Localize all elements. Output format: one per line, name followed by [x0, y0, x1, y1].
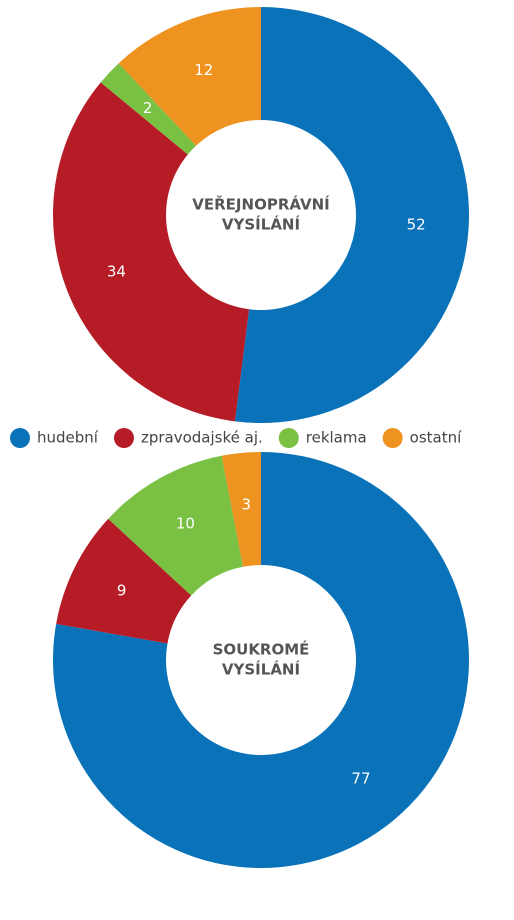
data-label: 77: [351, 770, 370, 788]
center-label: SOUKROMÉ: [213, 640, 310, 659]
legend-label: zpravodajské aj.: [141, 429, 263, 447]
data-label: 2: [143, 99, 153, 117]
legend-marker: [10, 428, 30, 448]
donut-segment: [52, 82, 250, 422]
donut-segment: [56, 518, 192, 644]
donut-segment: [100, 63, 196, 155]
donut-segment: [118, 7, 262, 146]
donut-segment: [234, 7, 469, 423]
legend-label: ostatní: [410, 429, 462, 447]
data-label: 34: [107, 263, 126, 281]
center-label: VEŘEJNOPRÁVNÍ: [192, 195, 330, 214]
donut-segment: [221, 452, 261, 567]
center-label: VYSÍLÁNÍ: [222, 215, 301, 234]
data-label: 12: [194, 61, 213, 79]
legend-marker: [278, 428, 299, 448]
data-label: 52: [407, 215, 426, 233]
center-label: VYSÍLÁNÍ: [222, 660, 301, 679]
data-label: 9: [117, 581, 127, 599]
data-label: 3: [241, 496, 251, 514]
legend-marker: [113, 428, 134, 448]
donut-segment: [108, 455, 244, 596]
legend-marker: [382, 428, 403, 448]
data-label: 10: [176, 515, 195, 533]
legend-label: reklama: [306, 429, 367, 447]
legend-label: hudební: [37, 429, 99, 447]
donut-segment: [53, 452, 470, 869]
